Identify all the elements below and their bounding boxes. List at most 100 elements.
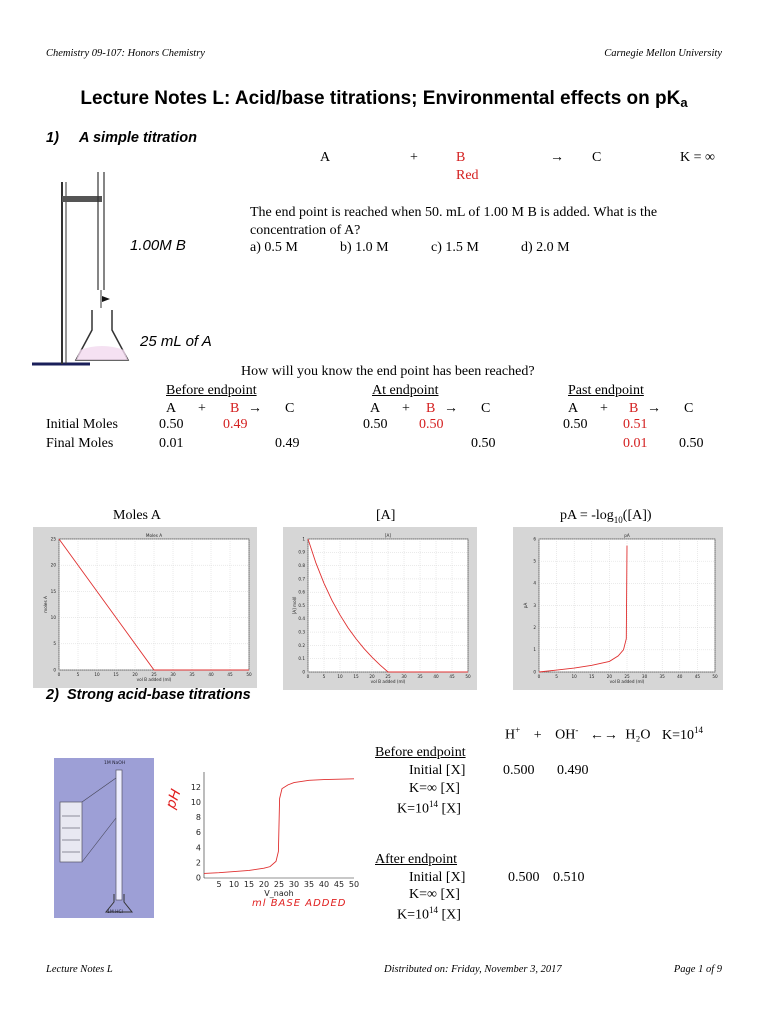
y-tick-label: 10 — [51, 615, 57, 620]
x-tick-label: 40 — [319, 880, 329, 889]
footer-page: Page 1 of 9 — [673, 964, 722, 975]
s2-after-initial-oh: 0.510 — [553, 870, 585, 885]
reaction-plus: + — [410, 150, 418, 165]
y-tick-label: 6 — [196, 828, 201, 837]
s2-before-k14-sup: 14 — [429, 799, 439, 809]
y-tick-label: 0.6 — [298, 590, 305, 595]
y-tick-label: 10 — [191, 798, 201, 807]
block-before-arrow: → — [248, 401, 262, 416]
handwritten-x-label: ml BASE ADDED — [252, 898, 347, 909]
cell: 0.50 — [159, 417, 184, 432]
cell: 0.51 — [623, 417, 648, 432]
plot-pa: 0 5 10 15 20 25 30 35 40 45 50 0 1 2 3 4 5 6 pA vol B added… — [513, 527, 723, 690]
row-label-initial: Initial Moles — [46, 417, 118, 432]
y-tick-label: 0 — [53, 667, 56, 672]
block-past-title: Past endpoint — [568, 383, 644, 398]
y-tick-label: 20 — [51, 563, 57, 568]
choice-a: a) 0.5 M — [250, 240, 298, 255]
x-tick-label: 50 — [349, 880, 359, 889]
block-past-a: A — [568, 401, 579, 416]
cell: 0.50 — [363, 417, 388, 432]
x-tick-label: 40 — [677, 674, 683, 679]
footer-left: Lecture Notes L — [46, 964, 113, 975]
s2-before-title: Before endpoint — [375, 745, 466, 760]
y-tick-label: 0.3 — [298, 630, 305, 635]
s2-water: H₂O — [625, 727, 651, 743]
y-tick-label: 0.2 — [298, 643, 305, 648]
x-tick-label: 25 — [151, 672, 157, 677]
choice-c: c) 1.5 M — [431, 240, 479, 255]
y-axis-label: moles A — [43, 596, 48, 613]
block-at-plus: + — [402, 401, 410, 416]
handwritten-ph-label: pH — [162, 787, 185, 811]
cell: 0.49 — [223, 417, 248, 432]
s2-after-initial-label: Initial [X] — [409, 870, 466, 885]
x-tick-label: 35 — [189, 672, 195, 677]
x-axis-label: vol B added (ml) — [371, 679, 406, 684]
series-line — [203, 778, 355, 874]
plot-conc-a: 0 5 10 15 20 25 30 35 40 45 50 0 0.1 0.2 0.3 0.4 0.5 0.6 0… — [283, 527, 477, 690]
burette-label: 1.00M B — [130, 237, 186, 254]
x-tick-label: 35 — [417, 674, 423, 679]
ph-titration-plot-svg: 5 10 15 20 25 30 35 40 45 50 0 2 4 6 8 10 12 V_naoh — [191, 772, 359, 898]
x-tick-label: 25 — [624, 674, 630, 679]
x-tick-label: 45 — [695, 674, 701, 679]
choice-b: b) 1.0 M — [340, 240, 389, 255]
series-line — [58, 538, 249, 671]
x-tick-label: 15 — [589, 674, 595, 679]
ph-titration-plot: 5 10 15 20 25 30 35 40 45 50 0 2 4 6 8 10 12 V_naoh — [190, 768, 360, 900]
y-axis-label: [A] mol/l — [292, 597, 297, 615]
y-tick-label: 6 — [533, 536, 536, 541]
series-line — [307, 538, 468, 673]
reaction-b-note: Red — [456, 168, 479, 183]
x-tick-label: 10 — [94, 672, 100, 677]
x-tick-label: 5 — [555, 674, 558, 679]
reaction-arrow: → — [550, 150, 564, 165]
block-past-plus: + — [600, 401, 608, 416]
y-tick-label: 2 — [196, 859, 201, 868]
y-tick-label: 0.5 — [298, 603, 305, 608]
x-tick-label: 10 — [572, 674, 578, 679]
x-tick-label: 30 — [170, 672, 176, 677]
cell: 0.50 — [679, 436, 704, 451]
chart-title: [A] — [385, 533, 391, 538]
reaction-b: B — [456, 150, 466, 165]
block-past-arrow: → — [647, 401, 661, 416]
caption-conc-a: [A] — [376, 508, 396, 523]
s2-after-title: After endpoint — [375, 852, 458, 867]
caption-pa-sub: 10 — [613, 514, 623, 525]
y-tick-label: 15 — [51, 589, 57, 594]
y-tick-label: 0.1 — [298, 656, 305, 661]
x-tick-label: 20 — [607, 674, 613, 679]
footer-center: Distributed on: Friday, November 3, 2017 — [384, 964, 562, 975]
endpoint-question: How will you know the end point has been… — [241, 364, 535, 379]
y-tick-label: 4 — [196, 843, 201, 852]
x-tick-label: 50 — [712, 674, 718, 679]
block-at-arrow: → — [444, 401, 458, 416]
y-tick-label: 0 — [196, 874, 201, 883]
x-tick-label: 25 — [274, 880, 284, 889]
x-tick-label: 30 — [642, 674, 648, 679]
y-tick-label: 5 — [53, 641, 56, 646]
y-tick-label: 2 — [533, 625, 536, 630]
block-at-b: B — [426, 401, 436, 416]
x-tick-label: 10 — [337, 674, 343, 679]
titration-apparatus-drawing — [32, 172, 130, 366]
cell: 0.50 — [419, 417, 444, 432]
s2-before-kinf: K=∞ [X] — [409, 781, 460, 796]
section1-heading: 1) A simple titration — [46, 130, 197, 146]
reaction-c: C — [592, 150, 602, 165]
block-before-title: Before endpoint — [166, 383, 257, 398]
plot-area — [58, 538, 250, 671]
x-tick-label: 15 — [353, 674, 359, 679]
x-tick-label: 0 — [58, 672, 61, 677]
y-tick-label: 0.8 — [298, 563, 305, 568]
y-tick-label: 0.7 — [298, 576, 305, 581]
x-tick-label: 30 — [401, 674, 407, 679]
y-tick-label: 4 — [533, 581, 536, 586]
s2-after-k14-text: K=10 — [397, 907, 430, 923]
x-tick-label: 50 — [246, 672, 252, 677]
s2-after-k14: K=1014 [X] — [397, 905, 461, 924]
choice-d: d) 2.0 M — [521, 240, 570, 255]
